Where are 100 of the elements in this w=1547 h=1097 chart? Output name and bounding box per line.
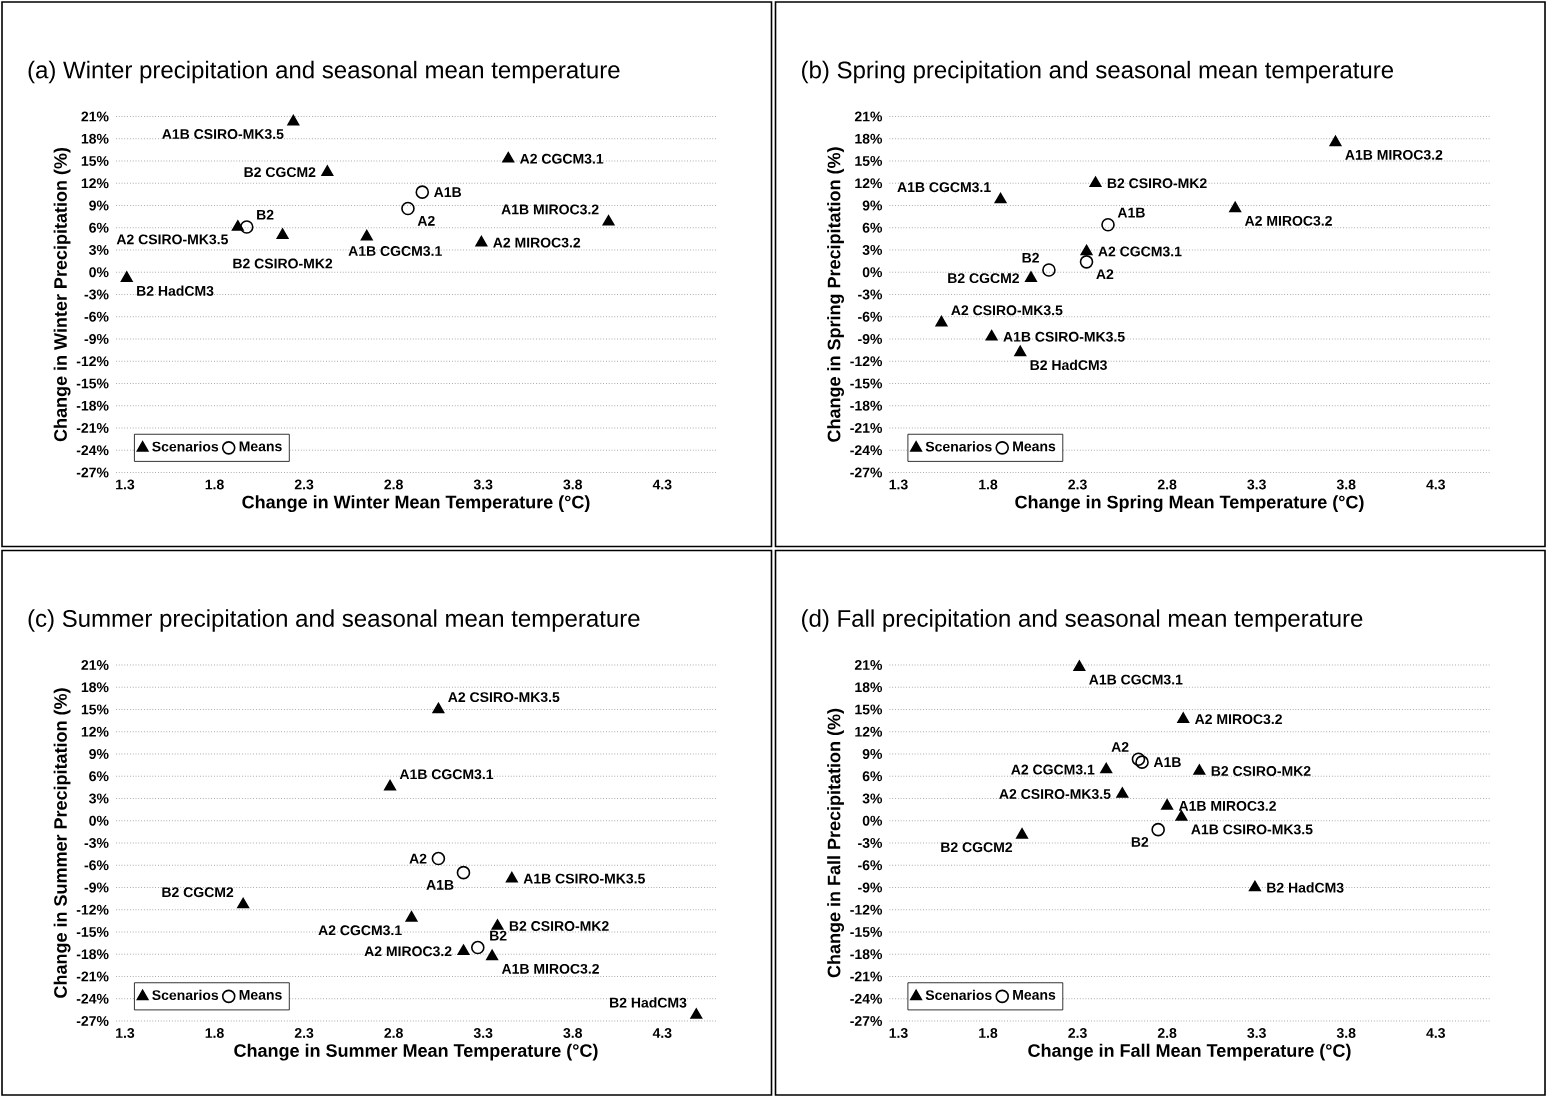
point [456, 865, 471, 880]
y-tick-label: -15% [76, 927, 109, 937]
point [1116, 787, 1129, 798]
x-tick-label: 2.3 [1068, 1028, 1087, 1038]
y-tick-label: -27% [850, 467, 883, 478]
legend-label: Means [239, 441, 282, 452]
y-tick-label: 21% [81, 660, 109, 670]
point [120, 271, 133, 282]
y-tick-label: 18% [81, 133, 109, 144]
annotation: A1B CGCM3.1 [348, 246, 442, 256]
y-tick-label: -3% [858, 838, 883, 848]
y-tick-label: -3% [84, 289, 109, 300]
annotation: B2 [1131, 837, 1149, 847]
point [1175, 810, 1188, 821]
y-tick-label: -21% [850, 423, 883, 433]
annotation: A2 CGCM3.1 [1098, 246, 1182, 257]
y-tick-label: 0% [89, 815, 109, 826]
y-tick-label: 3% [89, 793, 109, 804]
point [1161, 799, 1174, 810]
y-tick-label: -9% [858, 882, 883, 893]
annotation: A2 CGCM3.1 [1011, 764, 1095, 775]
x-tick-label: 2.3 [1068, 479, 1087, 490]
legend-label: Scenarios [152, 989, 219, 1001]
point [505, 871, 518, 883]
annotation: A1B [1153, 757, 1181, 767]
y-tick-label: -3% [858, 289, 883, 300]
y-tick-label: 15% [81, 704, 109, 715]
y-tick-label: 6% [89, 222, 109, 233]
y-tick-label: -12% [76, 356, 109, 367]
point [1089, 176, 1102, 188]
y-tick-label: -6% [84, 311, 109, 322]
point [1135, 755, 1149, 769]
annotation: A1B CSIRO-MK3.5 [162, 129, 284, 140]
point [1025, 271, 1037, 282]
y-tick-label: -18% [850, 949, 883, 960]
point [457, 944, 470, 956]
y-tick-label: -6% [858, 311, 883, 322]
annotation: B2 CGCM2 [162, 887, 234, 898]
x-tick-label: 3.3 [1247, 1028, 1266, 1038]
y-tick-label: -18% [76, 949, 109, 960]
annotation: A1B MIROC3.2 [501, 204, 599, 215]
point [431, 851, 446, 866]
point [384, 779, 397, 791]
x-tick-label: 2.8 [1157, 1028, 1177, 1038]
y-tick-label: 3% [862, 793, 883, 804]
y-tick-label: -27% [850, 1016, 883, 1026]
x-axis-title: Change in Fall Mean Temperature (°C) [1028, 1043, 1351, 1061]
point [1229, 201, 1242, 213]
point [1193, 764, 1206, 775]
annotation: A2 [417, 215, 435, 226]
annotation: A2 CSIRO-MK3.5 [448, 692, 560, 703]
y-tick-label: -9% [84, 334, 109, 344]
annotation: A2 CSIRO-MK3.5 [951, 305, 1063, 316]
x-tick-label: 2.8 [384, 1028, 403, 1038]
y-tick-label: 12% [81, 726, 109, 737]
point [276, 228, 289, 239]
x-tick-label: 3.8 [563, 479, 583, 490]
point [502, 151, 515, 163]
x-axis-title: Change in Winter Mean Temperature (°C) [242, 495, 590, 513]
point [1042, 263, 1056, 277]
x-tick-label: 2.8 [384, 479, 403, 490]
annotation: A2 MIROC3.2 [493, 237, 581, 248]
annotation: A2 MIROC3.2 [364, 946, 452, 957]
y-tick-label: -27% [76, 467, 109, 478]
y-tick-label: 15% [855, 156, 883, 166]
y-tick-label: -9% [858, 334, 883, 344]
legend-label: Means [1013, 441, 1056, 452]
point [985, 329, 998, 341]
y-tick-label: 21% [854, 660, 883, 670]
x-tick-label: 1.3 [116, 1028, 135, 1038]
y-tick-label: -15% [850, 927, 883, 937]
x-axis-title: Change in Spring Mean Temperature (°C) [1015, 495, 1364, 513]
annotation: A2 [409, 853, 427, 864]
y-tick-label: -12% [850, 356, 883, 367]
x-tick-label: 1.3 [889, 1028, 908, 1038]
y-tick-label: -18% [850, 400, 883, 411]
annotation: B2 CSIRO-MK2 [509, 921, 609, 931]
annotation: A2 CGCM3.1 [519, 153, 604, 164]
point [475, 235, 488, 247]
point [401, 201, 415, 216]
annotation: A2 [1111, 742, 1129, 752]
point [1073, 660, 1086, 672]
x-tick-label: 1.3 [889, 479, 908, 490]
point [1177, 712, 1190, 723]
legend-label: Scenarios [925, 989, 992, 1001]
x-tick-label: 4.3 [652, 1028, 672, 1038]
annotation: B2 CGCM2 [948, 273, 1020, 284]
point [1016, 828, 1029, 839]
y-tick-label: -24% [76, 993, 109, 1004]
y-axis-title: Change in Summer Precipitation (%) [53, 688, 71, 998]
point [994, 192, 1007, 204]
point [1131, 752, 1146, 766]
y-tick-label: 18% [855, 682, 883, 693]
point [321, 165, 334, 176]
annotation: B2 HadCM3 [610, 997, 687, 1008]
point [405, 911, 418, 922]
point [1079, 255, 1094, 269]
annotation: A1B CSIRO-MK3.5 [1191, 824, 1313, 835]
annotation: A1B [1117, 207, 1145, 218]
annotation: A2 [1096, 269, 1114, 280]
